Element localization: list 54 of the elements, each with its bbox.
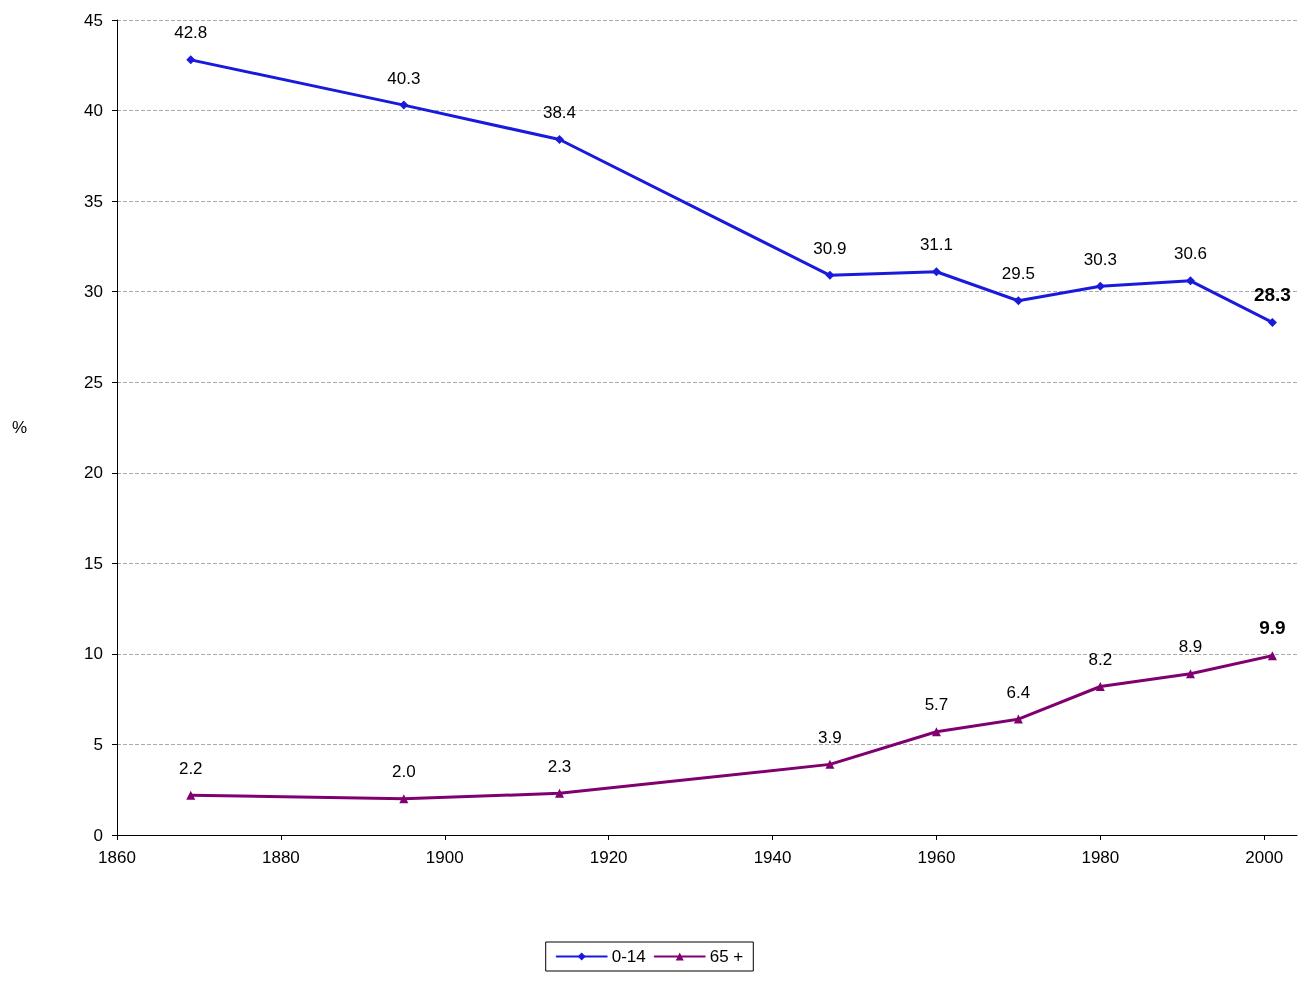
point xyxy=(1267,317,1277,327)
y-tick-label: 45 xyxy=(84,10,103,30)
point xyxy=(825,270,835,280)
x-tick-label: 1880 xyxy=(261,848,300,867)
point xyxy=(931,727,941,737)
data-label: 8.2 xyxy=(1088,649,1113,669)
data-label: 2.0 xyxy=(391,762,416,782)
data-label: 8.9 xyxy=(1178,637,1203,657)
point xyxy=(1013,296,1023,306)
data-label: 30.9 xyxy=(813,238,847,258)
y-tick-label: 15 xyxy=(84,553,103,573)
point xyxy=(1095,681,1105,691)
point xyxy=(1267,651,1277,661)
data-label: 9.9 xyxy=(1259,617,1286,639)
point xyxy=(555,788,564,798)
y-tick-label: 20 xyxy=(84,463,103,483)
data-label: 3.9 xyxy=(818,727,842,747)
point xyxy=(555,135,564,145)
x-tick-label: 1920 xyxy=(589,848,628,867)
y-tick-label: 30 xyxy=(84,282,103,302)
point xyxy=(399,100,409,110)
y-tick-label: 0 xyxy=(93,825,103,845)
data-label: 42.8 xyxy=(174,23,208,43)
data-label: 28.3 xyxy=(1253,283,1291,305)
x-tick-label: 1980 xyxy=(1081,848,1120,867)
point xyxy=(1013,714,1023,724)
x-tick-label: 1940 xyxy=(753,848,792,867)
data-label: 5.7 xyxy=(924,695,949,715)
x-tick-label: 1860 xyxy=(98,848,136,867)
point xyxy=(825,759,835,769)
data-label: 31.1 xyxy=(919,235,953,255)
data-label: 6.4 xyxy=(1006,682,1031,702)
point xyxy=(1095,281,1105,291)
data-label: 29.5 xyxy=(1001,264,1035,284)
y-tick-label: 5 xyxy=(93,734,103,754)
y-axis-title: % xyxy=(11,418,27,437)
y-tick-label: 10 xyxy=(84,644,103,664)
data-label: 40.3 xyxy=(387,68,421,88)
y-tick-label: 25 xyxy=(84,372,103,392)
data-label: 30.3 xyxy=(1083,249,1117,269)
data-label: 2.3 xyxy=(547,756,572,776)
point xyxy=(1185,669,1195,679)
x-tick-label: 1900 xyxy=(425,848,464,867)
point xyxy=(186,55,196,65)
point xyxy=(186,790,196,800)
x-tick-label: 2000 xyxy=(1245,848,1284,867)
data-label: 30.6 xyxy=(1173,244,1208,264)
legend-label: 65 + xyxy=(709,947,744,966)
y-tick-label: 35 xyxy=(84,191,103,211)
data-label: 38.4 xyxy=(542,103,577,123)
y-tick-label: 40 xyxy=(84,101,103,121)
legend-label: 0-14 xyxy=(611,947,646,966)
x-tick-label: 1960 xyxy=(917,848,956,867)
data-label: 2.2 xyxy=(178,758,203,778)
